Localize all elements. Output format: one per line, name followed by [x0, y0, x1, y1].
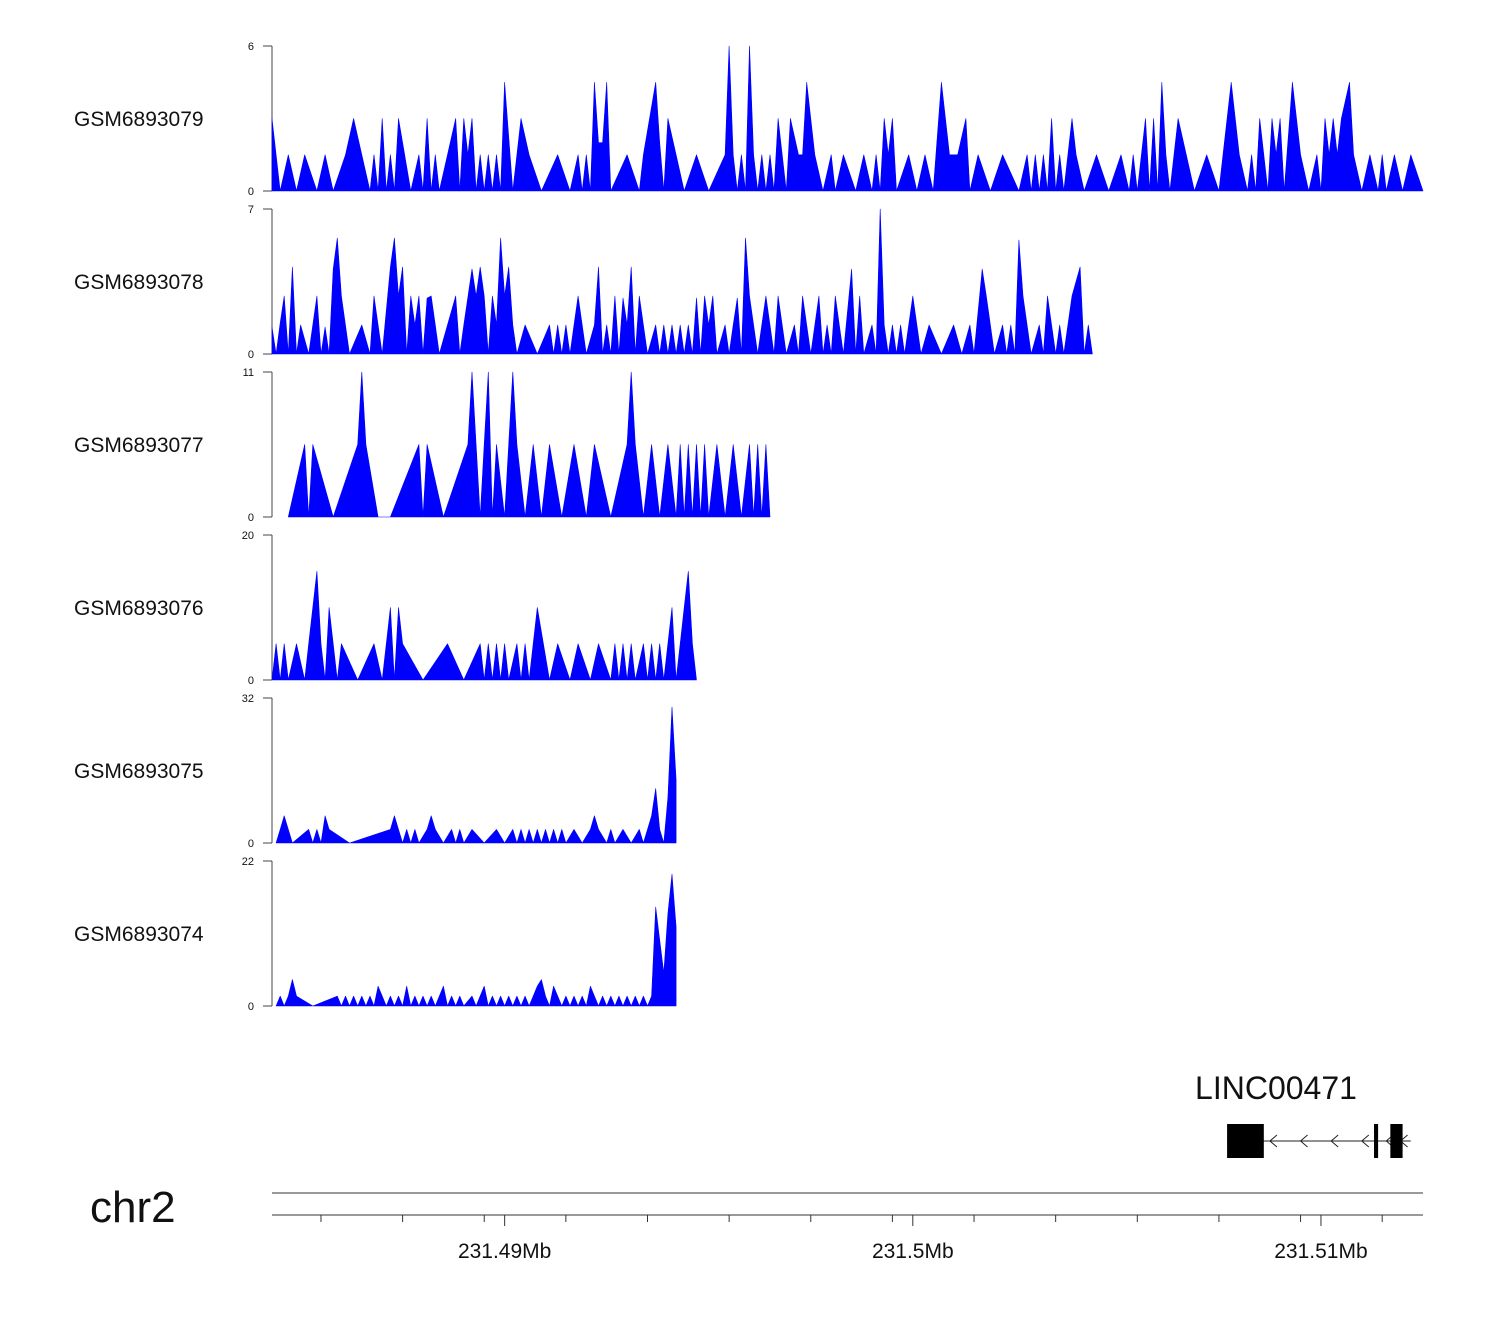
track-label: GSM6893079	[74, 108, 204, 131]
coverage-track: GSM6893078 7 0	[74, 204, 1093, 361]
y-max-label: 20	[242, 530, 254, 542]
gene-track: LINC00471	[1195, 1070, 1411, 1158]
gene-model	[1227, 1124, 1411, 1158]
y-max-label: 11	[243, 367, 254, 379]
axis-tick-label: 231.51Mb	[1274, 1240, 1367, 1263]
gene-exon	[1374, 1124, 1379, 1158]
y-min-label: 0	[248, 512, 254, 524]
coverage-tracks: GSM689307960GSM689307870GSM6893077110GSM…	[74, 41, 1424, 1013]
track-label: GSM6893075	[74, 760, 204, 783]
gene-label: LINC00471	[1195, 1070, 1357, 1106]
strand-arrow-icon	[1330, 1134, 1339, 1148]
track-label: GSM6893074	[74, 923, 204, 946]
y-max-label: 22	[242, 856, 254, 868]
coverage-track: GSM6893079 6 0	[74, 41, 1424, 198]
genome-axis: chr2 231.49Mb 231.5Mb 231.51Mb	[90, 1183, 1423, 1263]
y-min-label: 0	[248, 675, 254, 687]
coverage-track: GSM6893076 20 0	[74, 530, 697, 687]
y-min-label: 0	[248, 1001, 254, 1013]
gene-exon	[1227, 1124, 1264, 1158]
axis-tick-label: 231.5Mb	[872, 1240, 954, 1263]
coverage-area	[271, 208, 1093, 355]
coverage-area	[275, 706, 677, 844]
axis-lines: 231.49Mb 231.5Mb 231.51Mb	[272, 1192, 1423, 1263]
coverage-area	[288, 371, 771, 518]
strand-arrow-icon	[1269, 1134, 1278, 1148]
track-label: GSM6893077	[74, 434, 204, 457]
coverage-area	[271, 571, 697, 681]
track-label: GSM6893076	[74, 597, 204, 620]
y-max-label: 6	[248, 41, 254, 53]
y-min-label: 0	[248, 349, 254, 361]
y-max-label: 32	[242, 693, 254, 705]
track-label: GSM6893078	[74, 271, 204, 294]
chromosome-label: chr2	[90, 1183, 176, 1232]
coverage-track: GSM6893074 22 0	[74, 856, 677, 1013]
coverage-area	[271, 45, 1424, 192]
y-min-label: 0	[248, 838, 254, 850]
coverage-area	[275, 873, 677, 1007]
coverage-track: GSM6893077 11 0	[74, 367, 771, 524]
strand-arrow-icon	[1361, 1134, 1370, 1148]
gene-exon	[1390, 1124, 1403, 1158]
axis-tick-label: 231.49Mb	[458, 1240, 551, 1263]
strand-arrow-icon	[1299, 1134, 1308, 1148]
coverage-track: GSM6893075 32 0	[74, 693, 677, 850]
y-min-label: 0	[248, 186, 254, 198]
y-max-label: 7	[248, 204, 254, 216]
